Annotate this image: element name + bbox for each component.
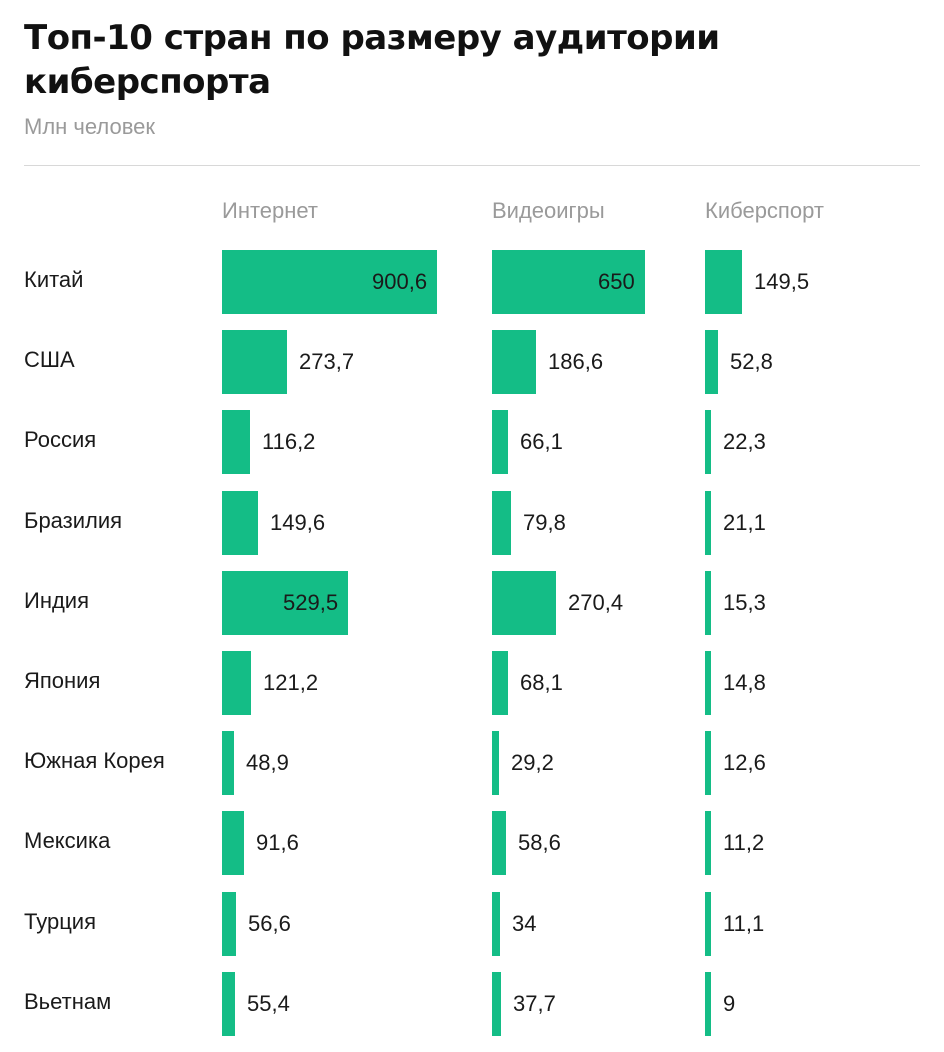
bar [222,571,348,635]
data-label: 58,6 [518,830,561,855]
data-label: 121,2 [263,670,319,695]
column-header-2: Видеоигры [492,198,605,223]
data-label: 186,6 [548,349,604,374]
data-label: 12,6 [723,750,766,775]
data-label: 55,4 [247,991,290,1016]
bar [705,330,718,394]
category-label: Турция [24,909,96,934]
data-label: 52,8 [730,349,773,374]
category-label: Бразилия [24,508,123,533]
bar [222,330,287,394]
category-label: Китай [24,267,84,292]
bar [222,491,258,555]
bar [222,811,244,875]
chart-title: Топ-10 стран по размеру аудитории киберс… [24,18,720,102]
bar [492,972,501,1036]
bar [492,410,508,474]
data-label: 34 [512,911,537,936]
bar [222,731,234,795]
data-label: 91,6 [256,830,299,855]
data-label: 79,8 [523,510,566,535]
bar [492,330,536,394]
data-label: 56,6 [248,911,291,936]
data-label: 66,1 [520,429,563,454]
bar [492,651,508,715]
category-label: Южная Корея [24,748,165,773]
data-label: 37,7 [513,991,556,1016]
header-divider [24,165,920,166]
bar [492,491,511,555]
data-label: 273,7 [299,349,355,374]
data-label: 149,5 [754,269,810,294]
bar [705,410,711,474]
bar [492,892,500,956]
data-label: 116,2 [262,429,316,454]
category-label: Мексика [24,828,111,853]
category-label: Вьетнам [24,989,112,1014]
data-label: 149,6 [270,510,326,535]
data-label: 15,3 [723,590,766,615]
bar [222,972,235,1036]
bar [222,410,250,474]
bar [222,250,437,314]
data-label: 9 [723,991,736,1016]
bar [705,731,711,795]
bar [705,972,711,1036]
bar [705,571,711,635]
bar [492,250,645,314]
data-label: 29,2 [511,750,554,775]
data-label: 22,3 [723,429,766,454]
category-label: США [24,347,75,372]
bar [492,731,499,795]
data-label: 68,1 [520,670,563,695]
data-label: 270,4 [568,590,624,615]
bar [705,811,711,875]
category-label: Россия [24,427,97,452]
category-label: Индия [24,588,90,613]
column-header-3: Киберспорт [705,198,824,223]
bar [492,571,556,635]
data-label: 14,8 [723,670,766,695]
data-label: 48,9 [246,750,289,775]
column-header-1: Интернет [222,198,318,223]
bar [705,250,742,314]
bar [222,651,251,715]
data-label: 650 [598,269,635,294]
bar [705,651,711,715]
bar [492,811,506,875]
category-label: Япония [24,668,101,693]
bar [222,892,236,956]
data-label: 11,2 [723,830,765,855]
bar [705,491,711,555]
data-label: 529,5 [283,590,339,615]
chart-subtitle: Млн человек [24,114,156,139]
data-label: 11,1 [723,911,765,936]
data-label: 900,6 [372,269,428,294]
data-label: 21,1 [723,510,766,535]
bar [705,892,711,956]
